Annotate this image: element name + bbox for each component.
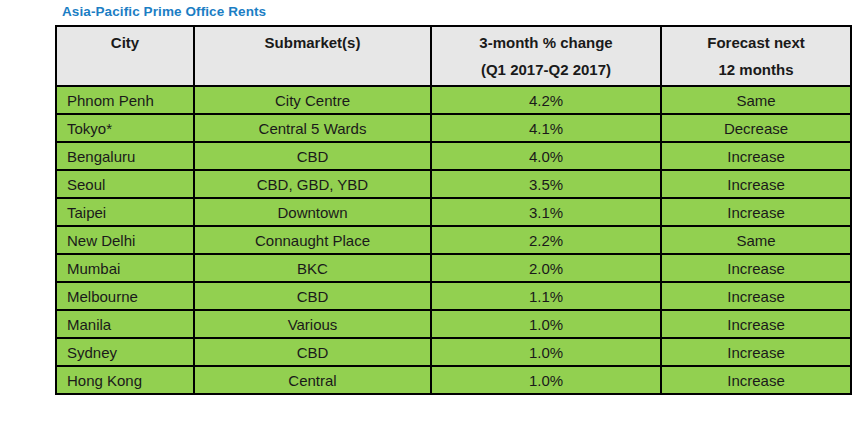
cell-city: Sydney	[56, 338, 194, 366]
cell-city: New Delhi	[56, 226, 194, 254]
table-row: Manila Various 1.0% Increase	[56, 310, 851, 338]
cell-submarket: CBD, GBD, YBD	[194, 170, 431, 198]
cell-change: 4.1%	[431, 114, 661, 142]
cell-forecast: Same	[661, 86, 851, 114]
cell-city: Manila	[56, 310, 194, 338]
cell-change: 1.0%	[431, 310, 661, 338]
cell-change: 1.0%	[431, 338, 661, 366]
cell-change: 3.5%	[431, 170, 661, 198]
table-row: Taipei Downtown 3.1% Increase	[56, 198, 851, 226]
cell-submarket: City Centre	[194, 86, 431, 114]
cell-forecast: Increase	[661, 338, 851, 366]
cell-city: Taipei	[56, 198, 194, 226]
cell-change: 3.1%	[431, 198, 661, 226]
column-header-forecast: Forecast next 12 months	[661, 26, 851, 86]
page-title: Asia-Pacific Prime Office Rents	[62, 4, 266, 19]
table-row: New Delhi Connaught Place 2.2% Same	[56, 226, 851, 254]
cell-forecast: Same	[661, 226, 851, 254]
cell-city: Phnom Penh	[56, 86, 194, 114]
table-row: Seoul CBD, GBD, YBD 3.5% Increase	[56, 170, 851, 198]
cell-city: Bengaluru	[56, 142, 194, 170]
column-header-city: City	[56, 26, 194, 86]
cell-submarket: BKC	[194, 254, 431, 282]
cell-forecast: Increase	[661, 142, 851, 170]
column-header-submarket: Submarket(s)	[194, 26, 431, 86]
cell-change: 4.2%	[431, 86, 661, 114]
header-line: Forecast next	[662, 29, 850, 56]
cell-forecast: Increase	[661, 282, 851, 310]
cell-change: 4.0%	[431, 142, 661, 170]
cell-submarket: Downtown	[194, 198, 431, 226]
table-row: Hong Kong Central 1.0% Increase	[56, 366, 851, 394]
cell-change: 2.0%	[431, 254, 661, 282]
cell-city: Seoul	[56, 170, 194, 198]
cell-forecast: Increase	[661, 198, 851, 226]
header-line: (Q1 2017-Q2 2017)	[432, 56, 660, 83]
cell-submarket: Connaught Place	[194, 226, 431, 254]
header-line: Submarket(s)	[195, 29, 430, 56]
header-line: City	[57, 29, 193, 56]
cell-submarket: Central	[194, 366, 431, 394]
table-row: Phnom Penh City Centre 4.2% Same	[56, 86, 851, 114]
cell-submarket: CBD	[194, 338, 431, 366]
cell-submarket: Various	[194, 310, 431, 338]
cell-forecast: Increase	[661, 254, 851, 282]
page: Asia-Pacific Prime Office Rents City Sub…	[0, 0, 864, 442]
cell-submarket: Central 5 Wards	[194, 114, 431, 142]
table-row: Melbourne CBD 1.1% Increase	[56, 282, 851, 310]
cell-submarket: CBD	[194, 142, 431, 170]
cell-change: 1.0%	[431, 366, 661, 394]
header-row: City Submarket(s) 3-month % change (Q1 2…	[56, 26, 851, 86]
table-row: Bengaluru CBD 4.0% Increase	[56, 142, 851, 170]
table-body: Phnom Penh City Centre 4.2% Same Tokyo* …	[56, 86, 851, 394]
header-line: 12 months	[662, 56, 850, 83]
header-line: 3-month % change	[432, 29, 660, 56]
cell-forecast: Increase	[661, 310, 851, 338]
rents-table: City Submarket(s) 3-month % change (Q1 2…	[55, 25, 852, 395]
cell-submarket: CBD	[194, 282, 431, 310]
table-row: Sydney CBD 1.0% Increase	[56, 338, 851, 366]
cell-city: Tokyo*	[56, 114, 194, 142]
table-header: City Submarket(s) 3-month % change (Q1 2…	[56, 26, 851, 86]
cell-change: 2.2%	[431, 226, 661, 254]
column-header-change: 3-month % change (Q1 2017-Q2 2017)	[431, 26, 661, 86]
cell-city: Melbourne	[56, 282, 194, 310]
cell-forecast: Decrease	[661, 114, 851, 142]
cell-city: Mumbai	[56, 254, 194, 282]
cell-forecast: Increase	[661, 366, 851, 394]
cell-city: Hong Kong	[56, 366, 194, 394]
cell-change: 1.1%	[431, 282, 661, 310]
cell-forecast: Increase	[661, 170, 851, 198]
table-row: Tokyo* Central 5 Wards 4.1% Decrease	[56, 114, 851, 142]
table-row: Mumbai BKC 2.0% Increase	[56, 254, 851, 282]
